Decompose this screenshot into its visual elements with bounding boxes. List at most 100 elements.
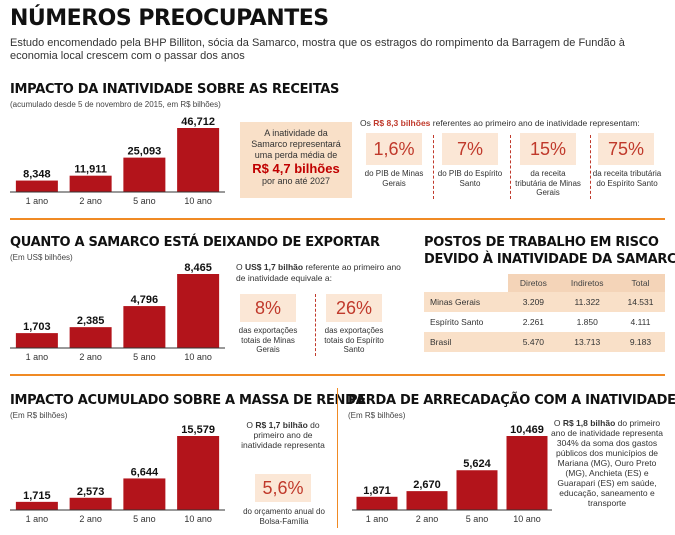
table-cell: 3.209 <box>508 292 559 312</box>
divider <box>315 294 316 356</box>
section-divider <box>10 374 665 376</box>
receitas-title: IMPACTO DA INATIVIDADE SOBRE AS RECEITAS <box>10 82 340 97</box>
receitas-stat-caption-2: do PIB do Espírito Santo <box>437 169 503 188</box>
table-row: Minas Gerais 3.209 11.322 14.531 <box>424 292 665 312</box>
receitas-box-line2: por ano até 2027 <box>261 176 331 186</box>
bar <box>456 470 498 510</box>
x-tick-label: 5 ano <box>466 514 489 524</box>
table-cell: Brasil <box>424 332 509 352</box>
receitas-stats-intro-post: referentes ao primeiro ano de inatividad… <box>430 118 640 128</box>
data-label: 8,348 <box>23 169 51 181</box>
bar <box>69 175 112 192</box>
receitas-bar-chart: 8,348 1 ano 11,911 2 ano 25,093 5 ano 46,712 10… <box>10 116 225 206</box>
renda-stat-caption: do orçamento anual do Bolsa-Família <box>243 507 325 526</box>
arrecadacao-title: PERDA DE ARRECADAÇÃO COM A INATIVIDADE <box>348 393 675 408</box>
receitas-stat-caption-4: da receita tributária do Espírito Santo <box>592 169 662 188</box>
exportar-note-bold: US$ 1,7 bilhão <box>244 262 304 272</box>
receitas-box-value: R$ 4,7 bilhões <box>252 161 340 176</box>
exportar-stat-bg-1 <box>240 294 296 322</box>
renda-note: O R$ 1,7 bilhão do primeiro ano de inati… <box>240 420 326 450</box>
exportar-stat-value-2: 26% <box>335 298 373 318</box>
arrecadacao-note-post: do primeiro ano de inatividade represent… <box>551 418 663 508</box>
exportar-stat-caption-1: das exportações totais de Minas Gerais <box>238 326 298 354</box>
bar <box>69 327 112 348</box>
bar <box>356 496 398 510</box>
renda-subtitle: (Em R$ bilhões) <box>10 411 68 420</box>
bar <box>15 180 58 192</box>
table-header-cell: Indiretos <box>558 274 616 292</box>
receitas-stat-caption-1: do PIB de Minas Gerais <box>364 169 424 188</box>
exportar-note-post: referente ao primeiro ano de inatividade… <box>236 262 401 283</box>
data-label: 15,579 <box>181 424 215 436</box>
receitas-stat-value-4: 75% <box>607 139 645 159</box>
postos-title-line1: POSTOS DE TRABALHO EM RISCO <box>424 235 659 250</box>
receitas-stat-value-2: 7% <box>456 139 483 159</box>
table-row: Brasil 5.470 13.713 9.183 <box>424 332 665 352</box>
exportar-note: O US$ 1,7 bilhão referente ao primeiro a… <box>236 262 406 283</box>
table-cell: 11.322 <box>558 292 616 312</box>
divider <box>510 135 511 199</box>
arrecadacao-bar-chart: 1,871 1 ano 2,670 2 ano 5,624 5 ano 10,469 10 a… <box>352 424 552 524</box>
exportar-stat-bg-2 <box>326 294 382 322</box>
bar <box>406 491 448 510</box>
table-cell: 2.261 <box>508 312 559 332</box>
x-tick-label: 10 ano <box>184 352 212 362</box>
intro-text: Estudo encomendado pela BHP Billiton, só… <box>10 37 625 62</box>
data-label: 2,385 <box>77 315 105 327</box>
table-cell: Minas Gerais <box>424 292 509 312</box>
postos-title-line2: DEVIDO À INATIVIDADE DA SAMARCO <box>424 252 675 267</box>
data-label: 2,670 <box>413 479 441 491</box>
exportar-stat-caption-2: das exportações totais do Espírito Santo <box>324 326 384 354</box>
x-tick-label: 10 ano <box>184 514 212 524</box>
table-header-cell: Diretos <box>508 274 559 292</box>
x-tick-label: 2 ano <box>79 514 102 524</box>
bar <box>123 306 166 348</box>
table-cell: Espírito Santo <box>424 312 509 332</box>
x-tick-label: 2 ano <box>79 352 102 362</box>
table-cell: 4.111 <box>615 312 665 332</box>
table-row: Espírito Santo 2.261 1.850 4.111 <box>424 312 665 332</box>
section-divider <box>10 218 665 220</box>
x-tick-label: 1 ano <box>26 196 49 206</box>
exportar-stat-value-1: 8% <box>254 298 281 318</box>
data-label: 4,796 <box>131 294 159 306</box>
data-label: 6,644 <box>131 466 159 478</box>
x-tick-label: 10 ano <box>513 514 541 524</box>
arrecadacao-subtitle: (Em R$ bilhões) <box>348 411 406 420</box>
receitas-stat-bg-4 <box>598 133 654 165</box>
x-tick-label: 2 ano <box>416 514 439 524</box>
exportar-title: QUANTO A SAMARCO ESTÁ DEIXANDO DE EXPORT… <box>10 235 380 250</box>
x-tick-label: 5 ano <box>133 352 156 362</box>
bar <box>177 128 220 192</box>
table-header-cell <box>424 274 508 292</box>
exportar-subtitle: (Em US$ bilhões) <box>10 253 73 262</box>
table-cell: 9.183 <box>615 332 665 352</box>
section-divider <box>337 388 338 528</box>
x-tick-label: 1 ano <box>26 514 49 524</box>
renda-note-post: do primeiro ano de inatividade represent… <box>241 420 325 450</box>
x-tick-label: 2 ano <box>79 196 102 206</box>
bar <box>123 478 166 510</box>
receitas-stat-value-3: 15% <box>529 139 567 159</box>
arrecadacao-note: O R$ 1,8 bilhão do primeiro ano de inati… <box>548 418 666 508</box>
data-label: 1,703 <box>23 321 51 333</box>
data-label: 10,469 <box>510 424 544 436</box>
receitas-box-line1: A inatividade da Samarco representará um… <box>251 128 341 160</box>
bar <box>506 436 548 510</box>
data-label: 8,465 <box>184 262 212 274</box>
data-label: 1,715 <box>23 490 51 502</box>
data-label: 2,573 <box>77 486 105 498</box>
bar <box>123 157 166 192</box>
receitas-subtitle: (acumulado desde 5 de novembro de 2015, … <box>10 100 221 109</box>
table-cell: 13.713 <box>558 332 616 352</box>
x-tick-label: 1 ano <box>366 514 389 524</box>
receitas-info-box: A inatividade da Samarco representará um… <box>240 122 352 198</box>
x-tick-label: 5 ano <box>133 196 156 206</box>
table-cell: 5.470 <box>508 332 559 352</box>
renda-note-bold: R$ 1,7 bilhão <box>255 420 308 430</box>
postos-table: Diretos Indiretos Total Minas Gerais 3.2… <box>424 274 665 352</box>
receitas-stats-intro: Os R$ 8,3 bilhões referentes ao primeiro… <box>360 118 665 128</box>
receitas-stat-bg-3 <box>520 133 576 165</box>
bar <box>15 333 58 348</box>
table-header-cell: Total <box>615 274 665 292</box>
